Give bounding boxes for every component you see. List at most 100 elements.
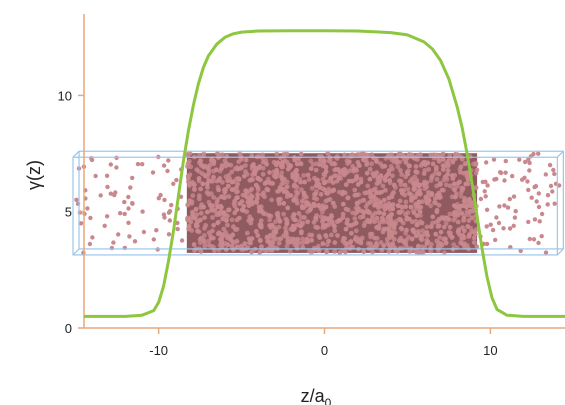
particle (518, 248, 523, 254)
particle (222, 194, 228, 200)
particle (196, 193, 202, 199)
particle (297, 176, 303, 182)
particle (150, 170, 156, 175)
particle (376, 226, 382, 231)
particle (444, 160, 449, 166)
particle (305, 219, 310, 225)
particle (436, 223, 442, 229)
particle (211, 195, 217, 200)
particle (444, 215, 450, 221)
particle (370, 171, 376, 177)
particle (315, 177, 321, 183)
particle (420, 250, 426, 256)
particle (449, 173, 455, 178)
particle (426, 167, 431, 172)
particle (358, 179, 364, 185)
particle (458, 164, 464, 170)
particle (345, 195, 351, 201)
particle (225, 242, 231, 248)
particle (507, 196, 512, 202)
particle (326, 158, 332, 164)
particle (307, 207, 313, 213)
particle (330, 188, 336, 194)
particle (322, 173, 328, 179)
particle (437, 180, 443, 186)
particle (511, 223, 516, 228)
particle (505, 205, 511, 210)
particle (460, 187, 465, 193)
particle (536, 191, 541, 196)
particle (260, 209, 265, 215)
particle (462, 244, 467, 250)
particle (379, 215, 385, 221)
particle (218, 204, 224, 210)
particle (195, 219, 200, 225)
particle (236, 176, 242, 182)
particle (311, 201, 317, 207)
particle (353, 205, 359, 211)
particle (534, 199, 539, 204)
particle (382, 206, 388, 212)
particle (242, 241, 248, 247)
particle (276, 173, 281, 179)
particle (215, 184, 221, 190)
particle (314, 189, 319, 194)
particle (502, 203, 507, 208)
particle (345, 161, 350, 166)
particle (87, 241, 93, 247)
particle (281, 211, 286, 217)
particle (442, 237, 448, 243)
particle (391, 190, 396, 195)
particle (151, 237, 156, 242)
particle (219, 236, 224, 242)
particle (465, 181, 471, 187)
particle (375, 205, 381, 210)
particle (531, 237, 537, 242)
particle (545, 202, 550, 207)
particle (536, 204, 542, 210)
particle (526, 219, 531, 225)
particle (241, 203, 247, 209)
particle (196, 229, 202, 235)
particle (403, 230, 408, 236)
particle (402, 182, 408, 188)
particle (283, 216, 289, 222)
particle (403, 174, 408, 180)
particle (93, 173, 98, 179)
particle (277, 186, 283, 192)
particle (302, 179, 307, 185)
particle (326, 186, 332, 192)
particle (264, 234, 270, 240)
particle (414, 213, 420, 219)
particle (386, 229, 392, 235)
particle (473, 160, 479, 166)
particle (201, 237, 207, 243)
particle (418, 204, 424, 210)
particle (154, 228, 159, 233)
particle (309, 237, 314, 243)
particle (165, 168, 170, 174)
particle (461, 198, 467, 204)
particle (210, 215, 215, 220)
particle (447, 211, 453, 217)
particle (406, 191, 412, 196)
particle (396, 210, 402, 215)
particle (267, 170, 272, 175)
particle (469, 215, 475, 221)
particle (418, 163, 424, 169)
particle (480, 179, 485, 185)
particle (306, 177, 312, 182)
particle (368, 241, 373, 247)
particle (391, 182, 397, 188)
particle (127, 234, 132, 239)
simulation-box-inset (72, 150, 564, 256)
particle (232, 240, 237, 246)
box-edge (78, 150, 564, 250)
particle (484, 160, 489, 165)
particle (244, 230, 250, 236)
particle (109, 245, 115, 251)
particle (235, 189, 241, 195)
particle (369, 152, 375, 158)
particle (447, 224, 453, 230)
particle (352, 187, 358, 193)
